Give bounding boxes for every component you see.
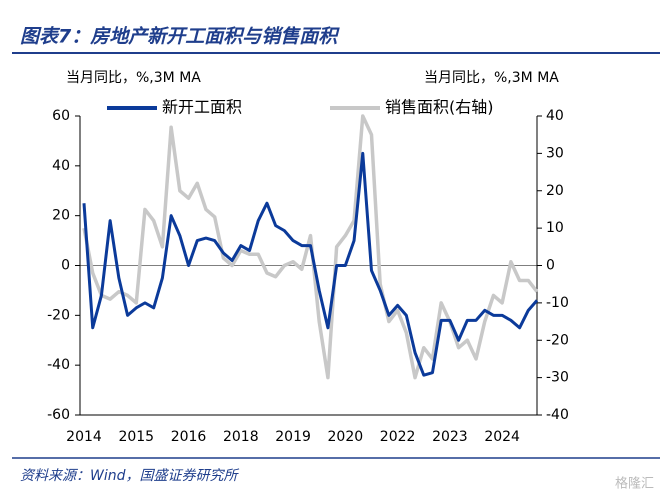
x-tick-label: 2014: [66, 429, 102, 445]
y-tick-label: 0: [61, 258, 70, 274]
x-tick-label: 2015: [118, 429, 154, 445]
y-tick-label: 20: [52, 208, 70, 224]
series-line: [82, 151, 539, 377]
y-tick-label: 40: [52, 158, 70, 174]
x-tick-label: 2016: [171, 429, 207, 445]
series-line: [82, 114, 539, 380]
x-tick-label: 2023: [432, 429, 468, 445]
watermark: 格隆汇: [615, 476, 654, 492]
x-tick-label: 2020: [328, 429, 364, 445]
x-tick-label: 2024: [484, 429, 520, 445]
y2-tick-label: -10: [546, 295, 569, 311]
x-tick-label: 2019: [275, 429, 311, 445]
source: 资料来源：Wind，国盛证券研究所: [20, 468, 239, 484]
y-axis-label: 当月同比，%,3M MA: [66, 70, 201, 86]
legend-label: 新开工面积: [162, 98, 242, 117]
y-tick-label: 60: [52, 108, 70, 124]
y2-tick-label: -20: [546, 332, 569, 348]
x-tick-label: 2018: [223, 429, 259, 445]
y2-tick-label: 0: [546, 258, 555, 274]
y-tick-label: -20: [47, 307, 70, 323]
y2-tick-label: 10: [546, 220, 564, 236]
y2-tick-label: 20: [546, 183, 564, 199]
x-tick-label: 2022: [380, 429, 416, 445]
y2-tick-label: -30: [546, 370, 569, 386]
y-tick-label: -60: [47, 407, 70, 423]
chart-title: 图表7：房地产新开工面积与销售面积: [20, 26, 340, 48]
y2-tick-label: 30: [546, 145, 564, 161]
y2-axis-label: 当月同比，%,3M MA: [424, 70, 559, 86]
y2-tick-label: 40: [546, 108, 564, 124]
y2-tick-label: -40: [546, 407, 569, 423]
y-tick-label: -40: [47, 357, 70, 373]
legend-label: 销售面积(右轴): [385, 98, 494, 117]
